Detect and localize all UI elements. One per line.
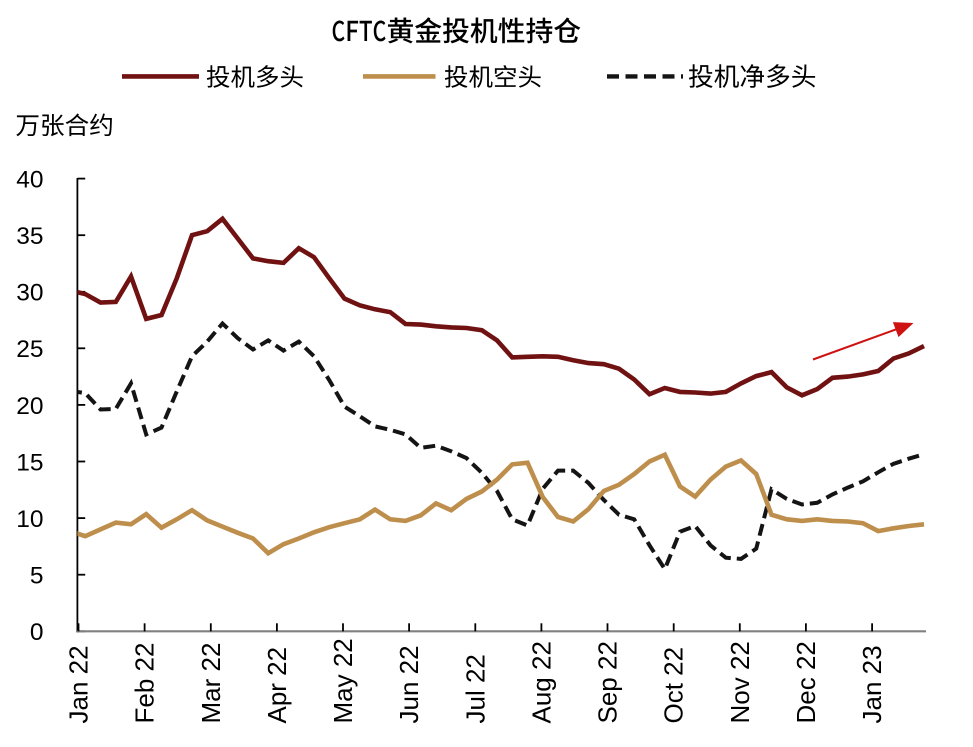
svg-text:40: 40 — [16, 167, 43, 194]
svg-text:Oct 22: Oct 22 — [659, 647, 689, 724]
svg-text:Aug 22: Aug 22 — [526, 641, 556, 723]
svg-text:30: 30 — [16, 280, 43, 307]
svg-text:25: 25 — [16, 336, 43, 363]
svg-text:Nov 22: Nov 22 — [725, 641, 755, 723]
svg-text:5: 5 — [30, 563, 44, 590]
svg-text:Jul 22: Jul 22 — [460, 654, 490, 723]
svg-text:Mar 22: Mar 22 — [196, 643, 226, 724]
svg-text:Feb 22: Feb 22 — [130, 643, 160, 724]
svg-text:Jan 22: Jan 22 — [64, 645, 94, 723]
svg-text:0: 0 — [30, 619, 44, 646]
svg-text:20: 20 — [16, 393, 43, 420]
svg-text:Sep 22: Sep 22 — [593, 641, 623, 723]
svg-text:Apr 22: Apr 22 — [262, 647, 292, 724]
svg-text:35: 35 — [16, 223, 43, 250]
svg-text:Jan 23: Jan 23 — [857, 645, 887, 723]
svg-text:May 22: May 22 — [328, 638, 358, 723]
svg-text:15: 15 — [16, 449, 43, 476]
svg-text:Dec 22: Dec 22 — [791, 641, 821, 723]
svg-text:Jun 22: Jun 22 — [394, 645, 424, 723]
svg-text:10: 10 — [16, 506, 43, 533]
